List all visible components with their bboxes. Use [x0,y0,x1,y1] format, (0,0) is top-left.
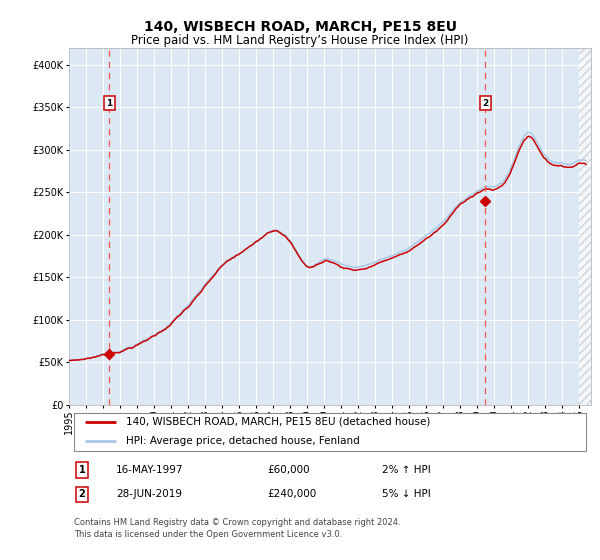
Text: 140, WISBECH ROAD, MARCH, PE15 8EU (detached house): 140, WISBECH ROAD, MARCH, PE15 8EU (deta… [127,417,431,427]
Text: 2: 2 [482,99,488,108]
FancyBboxPatch shape [74,413,586,451]
Text: £240,000: £240,000 [268,489,317,500]
Text: Contains HM Land Registry data © Crown copyright and database right 2024.
This d: Contains HM Land Registry data © Crown c… [74,519,401,539]
Text: 2: 2 [79,489,85,500]
Text: HPI: Average price, detached house, Fenland: HPI: Average price, detached house, Fenl… [127,436,360,446]
Text: 28-JUN-2019: 28-JUN-2019 [116,489,182,500]
Text: 2% ↑ HPI: 2% ↑ HPI [382,465,431,475]
Text: 5% ↓ HPI: 5% ↓ HPI [382,489,431,500]
Text: Price paid vs. HM Land Registry’s House Price Index (HPI): Price paid vs. HM Land Registry’s House … [131,34,469,46]
Text: 1: 1 [79,465,85,475]
Text: 140, WISBECH ROAD, MARCH, PE15 8EU: 140, WISBECH ROAD, MARCH, PE15 8EU [143,20,457,34]
Text: 1: 1 [106,99,112,108]
Text: £60,000: £60,000 [268,465,310,475]
Text: 16-MAY-1997: 16-MAY-1997 [116,465,184,475]
